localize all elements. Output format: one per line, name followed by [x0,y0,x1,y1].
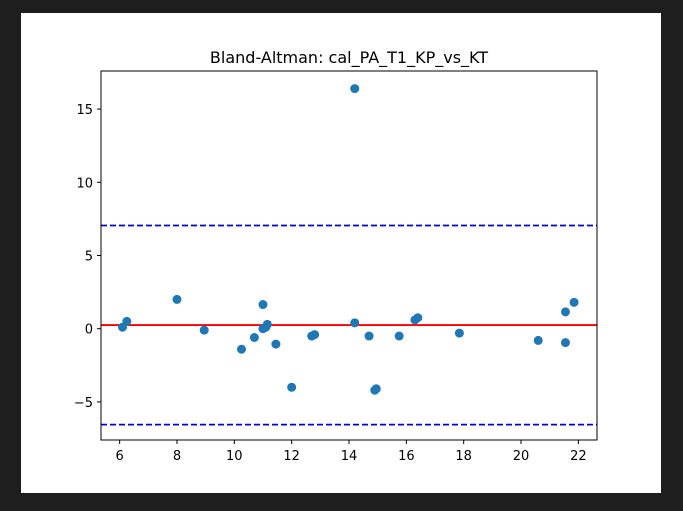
y-tick-label: 0 [85,323,93,338]
data-point [350,84,360,94]
y-tick-label: 10 [76,176,93,191]
data-point [249,333,259,342]
data-point [569,297,579,307]
data-point [262,319,272,329]
x-tick-label: 22 [570,449,587,464]
axis-ticks: 6 8 10 12 14 16 18 20 22 −5 0 5 10 15 [74,103,587,464]
data-point [310,330,320,340]
plot-frame [100,70,598,441]
data-point [454,328,464,338]
data-point [236,344,246,354]
y-tick-label: 15 [76,103,93,118]
x-tick-label: 14 [341,449,358,464]
data-point [560,307,570,317]
data-point [394,331,404,341]
data-point [533,335,543,345]
x-tick-label: 6 [115,449,123,464]
x-tick-label: 16 [398,449,415,464]
data-point [271,339,281,349]
data-point [199,325,209,335]
data-point [122,316,132,326]
data-point [413,313,423,323]
data-points [118,84,579,395]
figure: Bland-Altman: cal_PA_T1_KP_vs_KT 6 8 10 12 1… [21,13,661,493]
y-tick-label: 5 [85,250,93,265]
x-tick-label: 18 [455,449,472,464]
data-point [364,331,374,341]
bland-altman-chart: Bland-Altman: cal_PA_T1_KP_vs_KT 6 8 10 12 1… [74,48,598,464]
data-point [258,300,268,310]
x-tick-label: 8 [173,449,181,464]
reference-lines [101,224,597,426]
data-point [371,384,381,394]
data-point [350,318,360,328]
data-point [287,382,297,392]
x-tick-label: 10 [226,449,243,464]
data-point [172,294,182,304]
x-tick-label: 12 [283,449,300,464]
x-tick-label: 20 [513,449,530,464]
data-point [560,338,570,348]
y-tick-label: −5 [74,396,93,411]
chart-title: Bland-Altman: cal_PA_T1_KP_vs_KT [210,48,488,68]
